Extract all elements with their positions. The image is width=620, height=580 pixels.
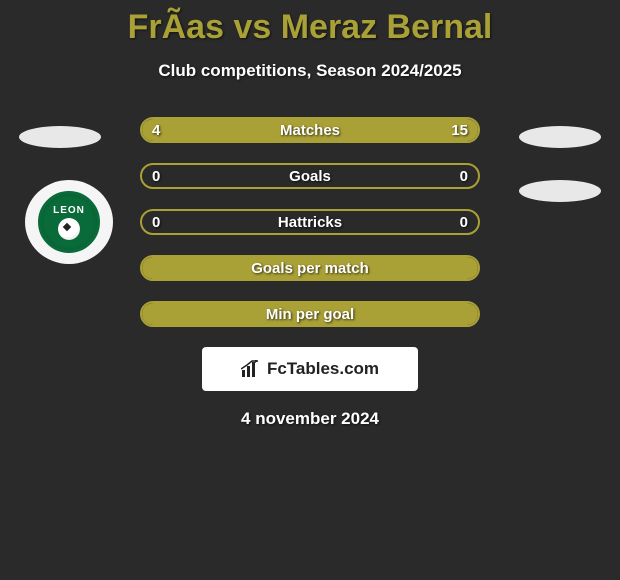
stat-bar: 4 15 Matches <box>140 117 480 143</box>
team-left-logo: LEON <box>25 180 113 264</box>
stat-bar: Min per goal <box>140 301 480 327</box>
team-left-logo-text: LEON <box>53 205 85 216</box>
stat-value-left: 0 <box>152 214 160 231</box>
stat-row: Goals per match <box>0 255 620 281</box>
branding-badge: FcTables.com <box>202 347 418 391</box>
player-left-photo-placeholder <box>19 126 101 148</box>
player-right-photo-placeholder <box>519 126 601 148</box>
page-title: FrÃ­as vs Meraz Bernal <box>0 0 620 47</box>
stat-row: Min per goal <box>0 301 620 327</box>
stat-label: Goals per match <box>251 260 369 277</box>
team-left-logo-inner: LEON <box>38 191 100 253</box>
date-text: 4 november 2024 <box>0 409 620 429</box>
bar-chart-icon <box>241 360 261 378</box>
team-right-logo-placeholder <box>519 180 601 202</box>
stat-label: Goals <box>289 168 331 185</box>
stat-value-left: 0 <box>152 168 160 185</box>
stat-bar: 0 0 Hattricks <box>140 209 480 235</box>
branding-text: FcTables.com <box>267 359 379 379</box>
stat-value-right: 0 <box>460 214 468 231</box>
stat-bar-fill-right <box>213 119 478 141</box>
stat-bar: Goals per match <box>140 255 480 281</box>
stat-label: Hattricks <box>278 214 342 231</box>
stat-label: Min per goal <box>266 306 354 323</box>
page-subtitle: Club competitions, Season 2024/2025 <box>0 61 620 81</box>
stat-bar: 0 0 Goals <box>140 163 480 189</box>
stat-value-right: 15 <box>451 122 468 139</box>
soccer-ball-icon <box>58 218 80 240</box>
stat-value-right: 0 <box>460 168 468 185</box>
stat-value-left: 4 <box>152 122 160 139</box>
stat-label: Matches <box>280 122 340 139</box>
